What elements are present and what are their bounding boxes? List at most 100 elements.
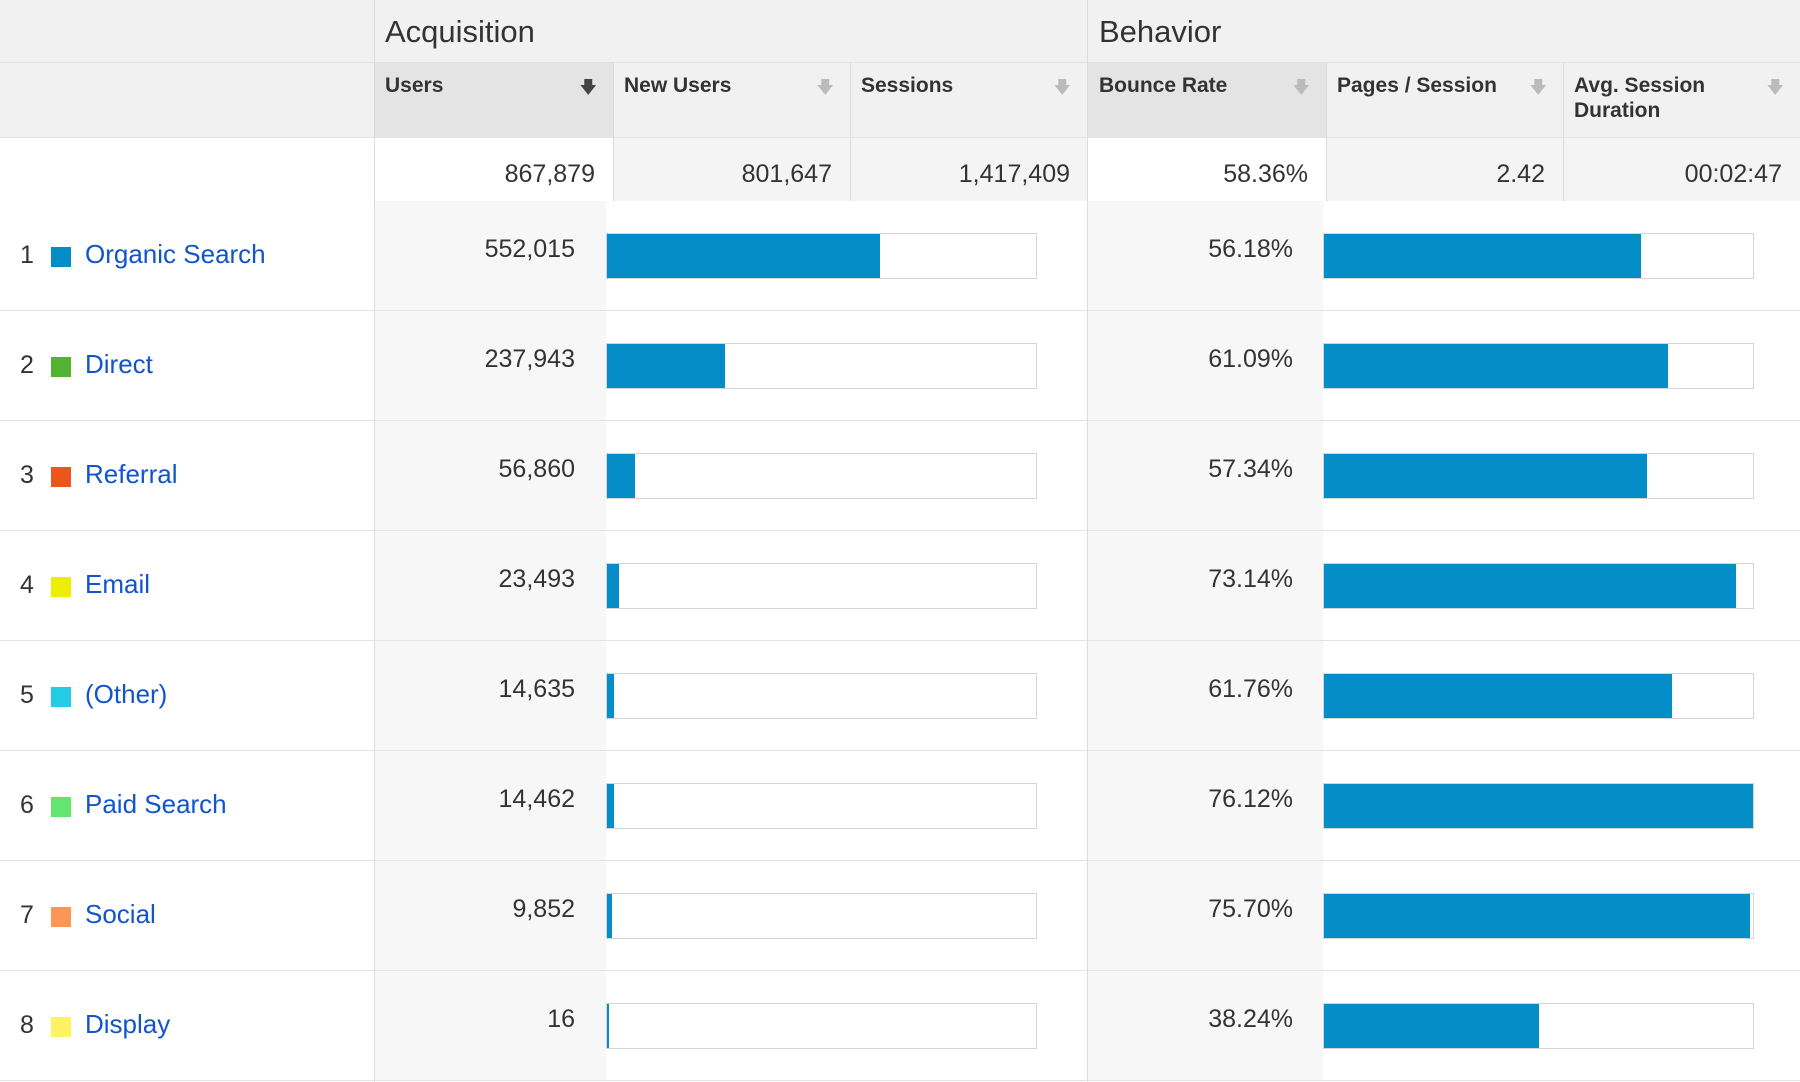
row-index: 8 [20, 1011, 34, 1039]
column-label: Bounce Rate [1099, 74, 1228, 97]
users-value-cell [375, 751, 606, 860]
column-label: Sessions [861, 74, 954, 97]
column-header-users[interactable]: Users 🡇 [374, 63, 613, 138]
users-share-bar-fill [607, 454, 635, 498]
row-index: 3 [20, 461, 34, 489]
bounce-rate-bar [1323, 673, 1754, 719]
users-value: 237,943 [484, 345, 575, 373]
channel-link[interactable]: Display [85, 1009, 171, 1039]
metric-header-row [0, 63, 1800, 138]
bounce-rate-bar [1323, 453, 1754, 499]
bounce-rate-bar-fill [1324, 894, 1750, 938]
users-value: 9,852 [512, 895, 575, 923]
column-label: Pages / Session [1337, 74, 1497, 97]
channel-color-swatch [51, 467, 71, 487]
bounce-rate-bar-fill [1324, 784, 1753, 828]
group-title-acquisition: Acquisition [385, 14, 535, 49]
channel-color-swatch [51, 1017, 71, 1037]
users-share-bar [606, 673, 1037, 719]
sort-arrow-icon[interactable]: 🡇 [816, 78, 834, 97]
column-header-sessions[interactable]: Sessions 🡇 [850, 63, 1087, 138]
users-value-cell [375, 641, 606, 750]
column-header-bounce-rate[interactable]: Bounce Rate 🡇 [1088, 63, 1326, 138]
column-header-avg-session-duration[interactable]: Avg. Session Duration 🡇 [1563, 63, 1800, 138]
column-label: Avg. Session Duration [1574, 74, 1706, 122]
total-pages-per-session: 2.42 [1326, 138, 1563, 201]
bounce-value-cell [1088, 531, 1323, 640]
channel-link[interactable]: Social [85, 899, 156, 929]
sort-arrow-icon[interactable]: 🡇 [1529, 78, 1547, 97]
row-index: 4 [20, 571, 34, 599]
group-header-row [0, 0, 1800, 63]
total-new-users: 801,647 [613, 138, 850, 201]
bounce-value-cell [1088, 311, 1323, 420]
column-divider [1326, 63, 1327, 201]
users-share-bar [606, 783, 1037, 829]
row-index: 7 [20, 901, 34, 929]
column-label: Users [385, 74, 444, 97]
bounce-rate-bar [1323, 343, 1754, 389]
bounce-rate-bar-fill [1324, 234, 1641, 278]
users-share-bar [606, 1003, 1037, 1049]
table-row [0, 971, 1800, 1081]
bounce-rate-bar [1323, 233, 1754, 279]
users-share-bar [606, 563, 1037, 609]
row-index: 1 [20, 241, 34, 269]
bounce-value-cell [1088, 641, 1323, 750]
users-share-bar-fill [607, 564, 619, 608]
channel-link[interactable]: (Other) [85, 679, 168, 709]
row-index: 2 [20, 351, 34, 379]
bounce-value-cell [1088, 421, 1323, 530]
sort-arrow-icon[interactable]: 🡇 [1053, 78, 1071, 97]
bounce-rate-value: 73.14% [1208, 565, 1293, 593]
bounce-rate-value: 61.76% [1208, 675, 1293, 703]
bounce-rate-bar [1323, 783, 1754, 829]
users-value-cell [375, 971, 606, 1080]
users-value: 14,462 [498, 785, 575, 813]
sort-descending-icon[interactable]: 🡇 [579, 78, 597, 97]
users-share-bar [606, 233, 1037, 279]
bounce-value-cell [1088, 861, 1323, 970]
totals-label-cell [0, 138, 374, 201]
channel-link[interactable]: Paid Search [85, 789, 227, 819]
column-header-pages-per-session[interactable]: Pages / Session 🡇 [1326, 63, 1563, 138]
column-divider [1563, 63, 1564, 201]
channel-color-swatch [51, 247, 71, 267]
column-label: New Users [624, 74, 732, 97]
users-value-cell [375, 201, 606, 310]
bounce-rate-value: 57.34% [1208, 455, 1293, 483]
users-share-bar [606, 343, 1037, 389]
sort-arrow-icon[interactable]: 🡇 [1292, 78, 1310, 97]
channel-color-swatch [51, 357, 71, 377]
users-value: 23,493 [498, 565, 575, 593]
column-header-new-users[interactable]: New Users 🡇 [613, 63, 850, 138]
bounce-value-cell [1088, 201, 1323, 310]
channel-link[interactable]: Organic Search [85, 239, 266, 269]
channel-link[interactable]: Direct [85, 349, 153, 379]
bounce-rate-value: 61.09% [1208, 345, 1293, 373]
channel-link[interactable]: Referral [85, 459, 178, 489]
channel-link[interactable]: Email [85, 569, 151, 599]
bounce-rate-bar [1323, 893, 1754, 939]
users-share-bar-fill [607, 234, 880, 278]
users-value: 16 [547, 1005, 575, 1033]
table-row [0, 421, 1800, 531]
users-value-cell [375, 531, 606, 640]
column-divider [613, 63, 614, 201]
bounce-rate-bar-fill [1324, 674, 1672, 718]
users-value: 56,860 [498, 455, 575, 483]
bounce-rate-value: 38.24% [1208, 1005, 1293, 1033]
column-divider [1087, 0, 1088, 1082]
bounce-rate-value: 76.12% [1208, 785, 1293, 813]
column-divider [850, 63, 851, 201]
users-share-bar [606, 893, 1037, 939]
table-row [0, 641, 1800, 751]
bounce-rate-bar-fill [1324, 1004, 1539, 1048]
table-row [0, 311, 1800, 421]
users-value: 14,635 [498, 675, 575, 703]
users-share-bar [606, 453, 1037, 499]
sort-arrow-icon[interactable]: 🡇 [1766, 78, 1784, 97]
users-value-cell [375, 421, 606, 530]
bounce-rate-bar [1323, 1003, 1754, 1049]
bounce-rate-bar-fill [1324, 564, 1736, 608]
